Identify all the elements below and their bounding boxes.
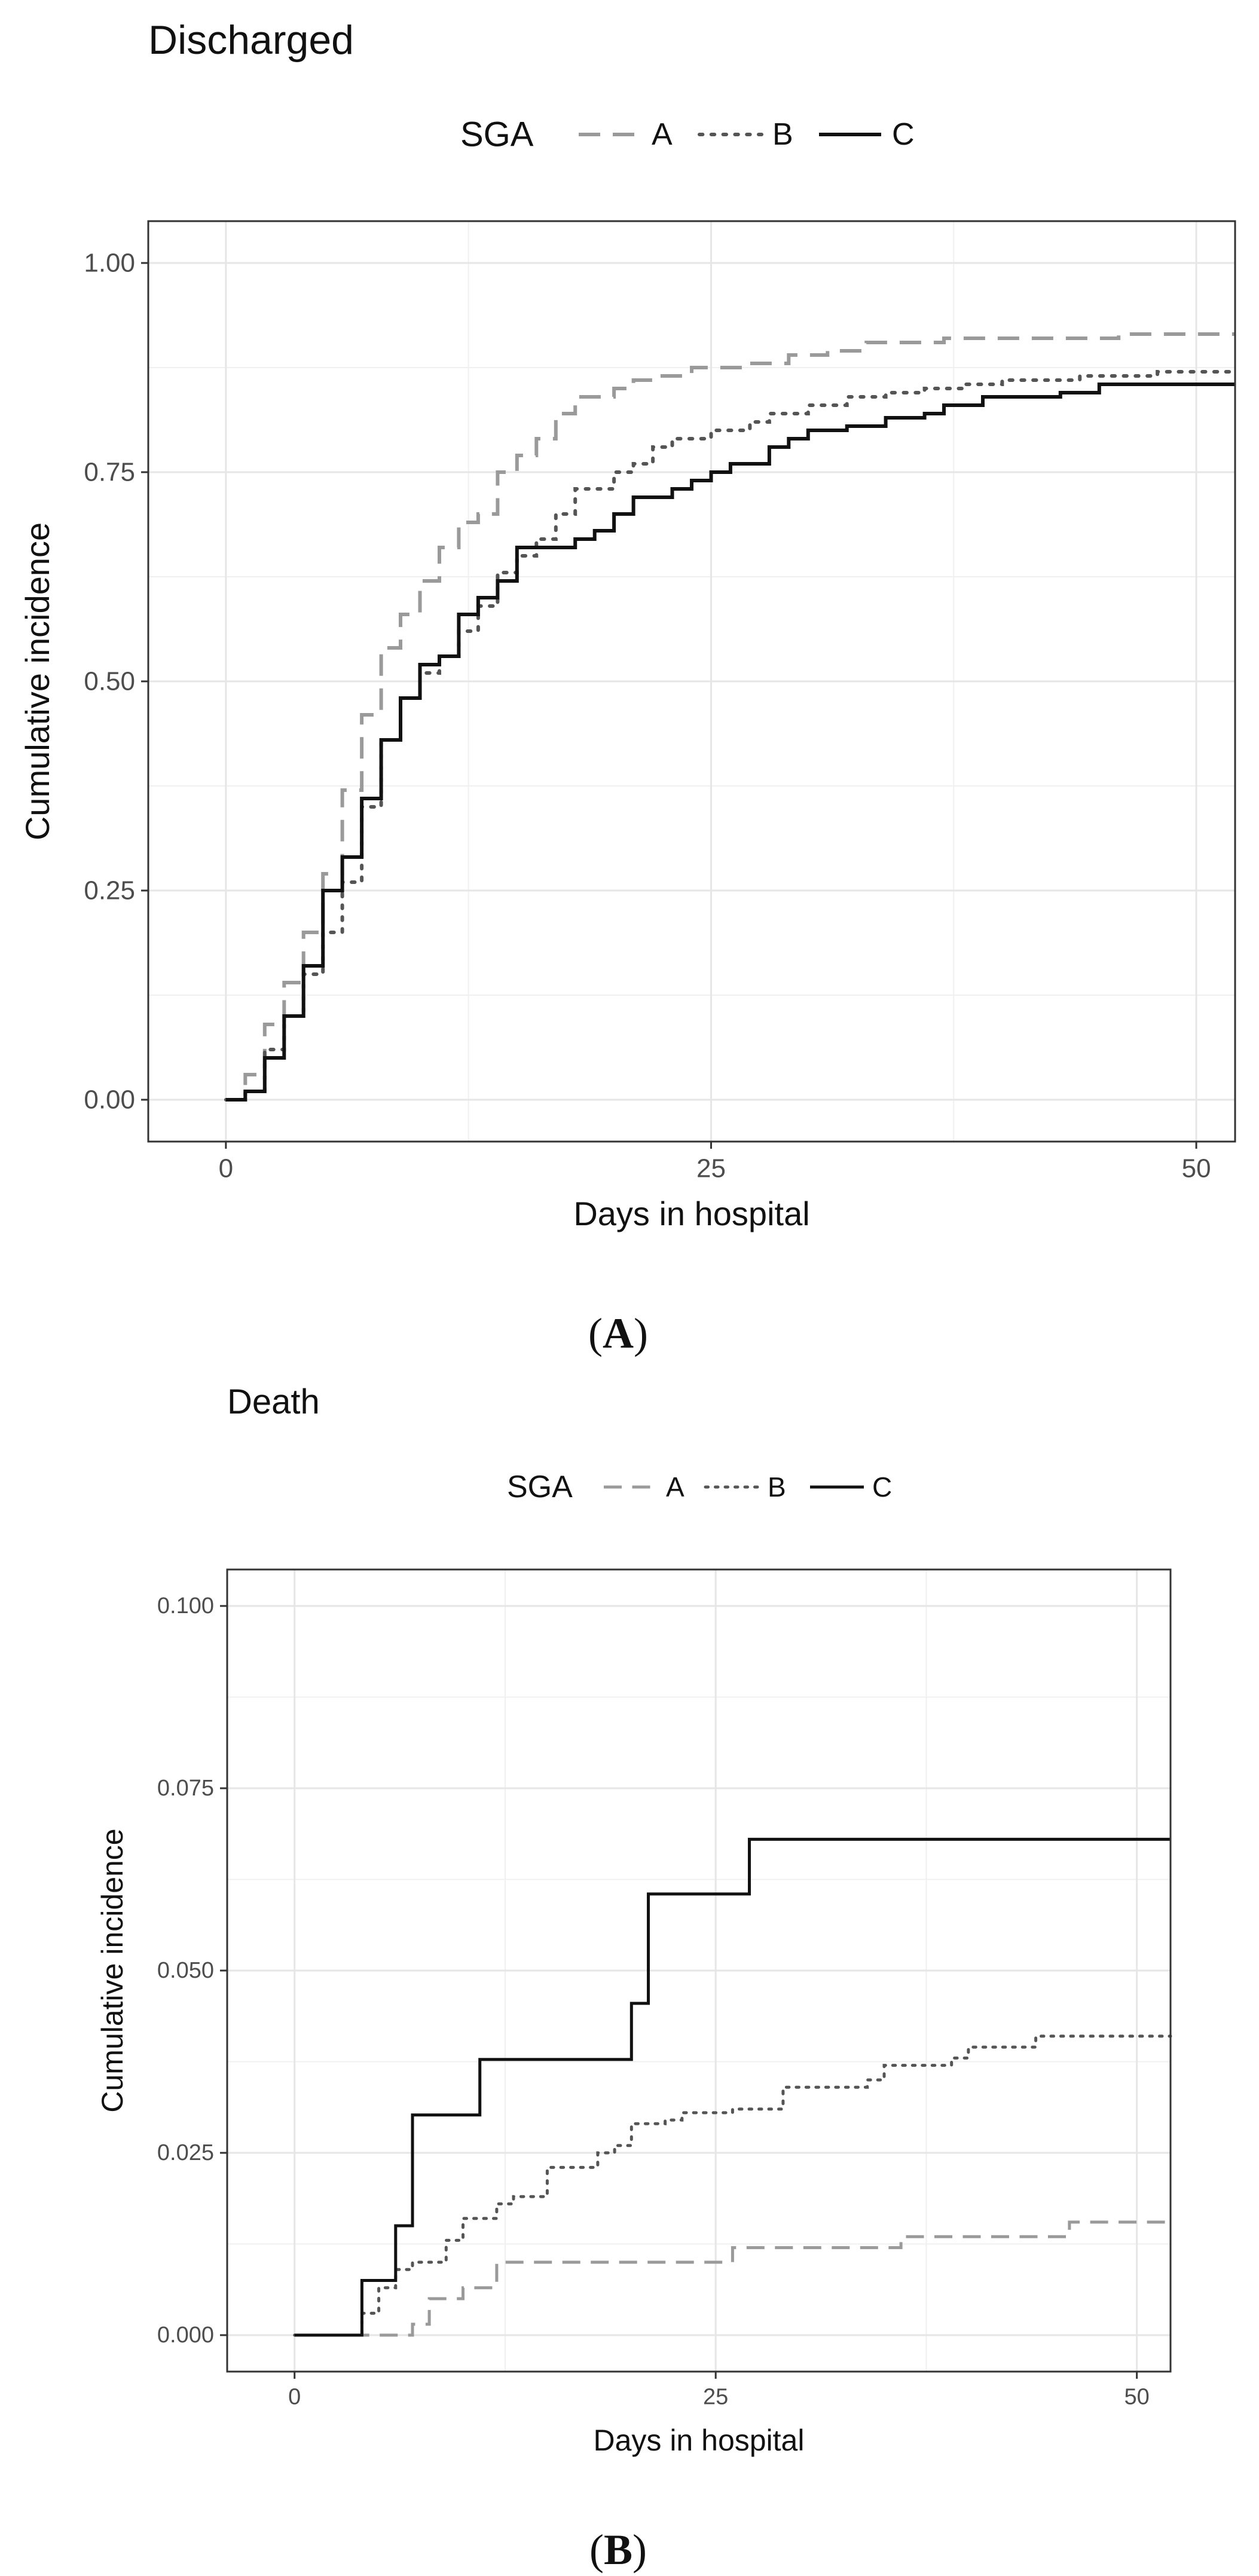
legend: SGA A B C — [507, 1470, 892, 1504]
caption-paren-close: ) — [634, 1310, 648, 1357]
legend-title: SGA — [507, 1470, 573, 1504]
y-tick-label: 0.075 — [157, 1776, 214, 1801]
legend-label-b: B — [772, 117, 793, 152]
y-tick-label: 0.75 — [84, 458, 135, 487]
x-tick-label: 25 — [703, 2384, 728, 2409]
legend-label-c: C — [892, 117, 915, 152]
x-axis-label: Days in hospital — [594, 2424, 805, 2457]
y-tick-label: 0.050 — [157, 1958, 214, 1983]
legend-label-c: C — [872, 1471, 892, 1503]
x-tick-label: 50 — [1182, 1154, 1211, 1183]
chart-panel-b: 0.000 0.025 0.050 0.075 0.100 0 25 50 Days in ho… — [96, 1382, 1172, 2574]
legend: SGA A B C — [460, 115, 915, 154]
y-tick-label: 0.100 — [157, 1593, 214, 1619]
y-tick-label: 0.025 — [157, 2140, 214, 2165]
y-tick-label: 0.000 — [157, 2323, 214, 2348]
caption-paren-open: ( — [589, 2526, 604, 2574]
y-tick-label: 0.00 — [84, 1085, 135, 1115]
chart-panel-a: 0.00 0.25 0.50 0.75 1.00 0 25 50 Days in hospita… — [19, 17, 1237, 1357]
x-tick-label: 0 — [288, 2384, 301, 2409]
x-tick-label: 0 — [219, 1154, 233, 1183]
y-axis-label: Cumulative incidence — [96, 1828, 129, 2112]
x-tick-label: 50 — [1124, 2384, 1150, 2409]
y-tick-label: 1.00 — [84, 249, 135, 278]
legend-label-b: B — [768, 1471, 786, 1503]
caption-paren-close: ) — [632, 2526, 647, 2574]
series-line-b — [293, 2035, 1172, 2337]
caption-letter: B — [604, 2526, 632, 2574]
series-line-c — [294, 1837, 1171, 2337]
legend-label-a: A — [666, 1471, 684, 1503]
chart-title: Death — [227, 1382, 320, 1421]
x-tick-label: 25 — [696, 1154, 726, 1183]
caption-paren-open: ( — [588, 1310, 603, 1357]
y-axis-label: Cumulative incidence — [19, 522, 56, 840]
panel-caption: (B) — [589, 2526, 647, 2574]
series-line-b — [224, 370, 1237, 1102]
panel-caption: (A) — [588, 1310, 648, 1357]
legend-title: SGA — [460, 115, 534, 154]
caption-letter: A — [603, 1310, 634, 1357]
chart-title: Discharged — [148, 17, 354, 63]
series-line-c — [225, 383, 1235, 1102]
x-axis-label: Days in hospital — [573, 1195, 809, 1232]
y-tick-label: 0.25 — [84, 876, 135, 905]
legend-label-a: A — [652, 117, 673, 152]
y-tick-label: 0.50 — [84, 667, 135, 696]
series-line-a — [294, 2220, 1171, 2337]
